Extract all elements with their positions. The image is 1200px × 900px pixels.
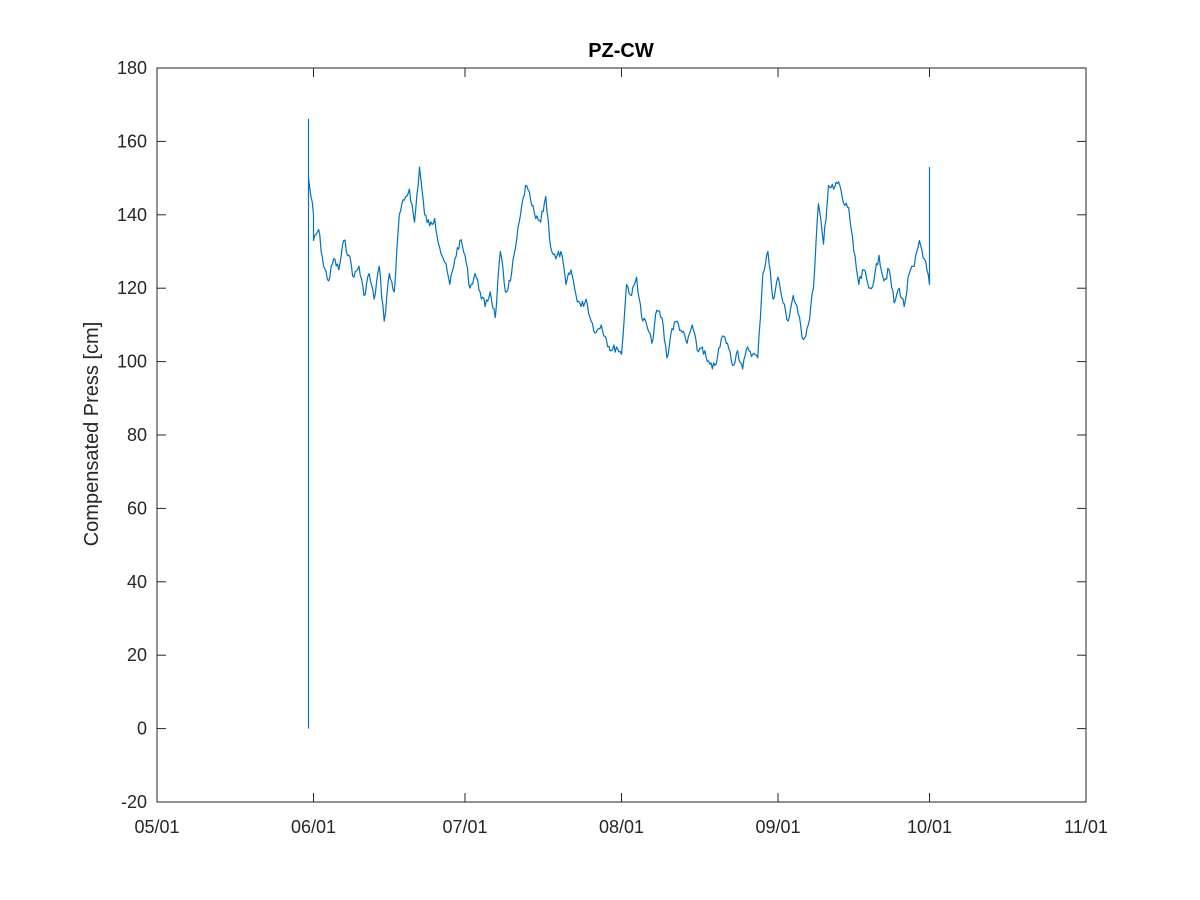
y-tick-label: 20 [127, 645, 147, 665]
chart-title: PZ-CW [588, 40, 654, 62]
y-tick-label: 100 [117, 352, 147, 372]
x-tick-label: 06/01 [291, 817, 336, 837]
y-tick-label: 40 [127, 572, 147, 592]
x-tick-label: 11/01 [1064, 817, 1108, 837]
x-tick-label: 09/01 [755, 817, 800, 837]
y-tick-label: 140 [117, 205, 147, 225]
series-line-0 [307, 118, 931, 729]
x-tick-label: 05/01 [134, 817, 179, 837]
x-axis: 05/01 06/01 07/01 08/01 09/01 10/01 11/01 [134, 68, 1108, 837]
y-tick-label: 60 [127, 498, 147, 518]
x-tick-label: 10/01 [907, 817, 952, 837]
y-tick-label: 120 [117, 278, 147, 298]
y-tick-label: 0 [137, 719, 147, 739]
y-axis: -20 0 20 40 60 80 100 120 140 160 180 [117, 58, 1086, 812]
x-tick-label: 07/01 [442, 817, 487, 837]
y-axis-label: Compensated Press [cm] [81, 322, 103, 547]
y-tick-label: -20 [121, 792, 147, 812]
x-tick-label: 08/01 [599, 817, 644, 837]
y-tick-label: 180 [117, 58, 147, 78]
y-tick-label: 80 [127, 425, 147, 445]
y-tick-label: 160 [117, 131, 147, 151]
